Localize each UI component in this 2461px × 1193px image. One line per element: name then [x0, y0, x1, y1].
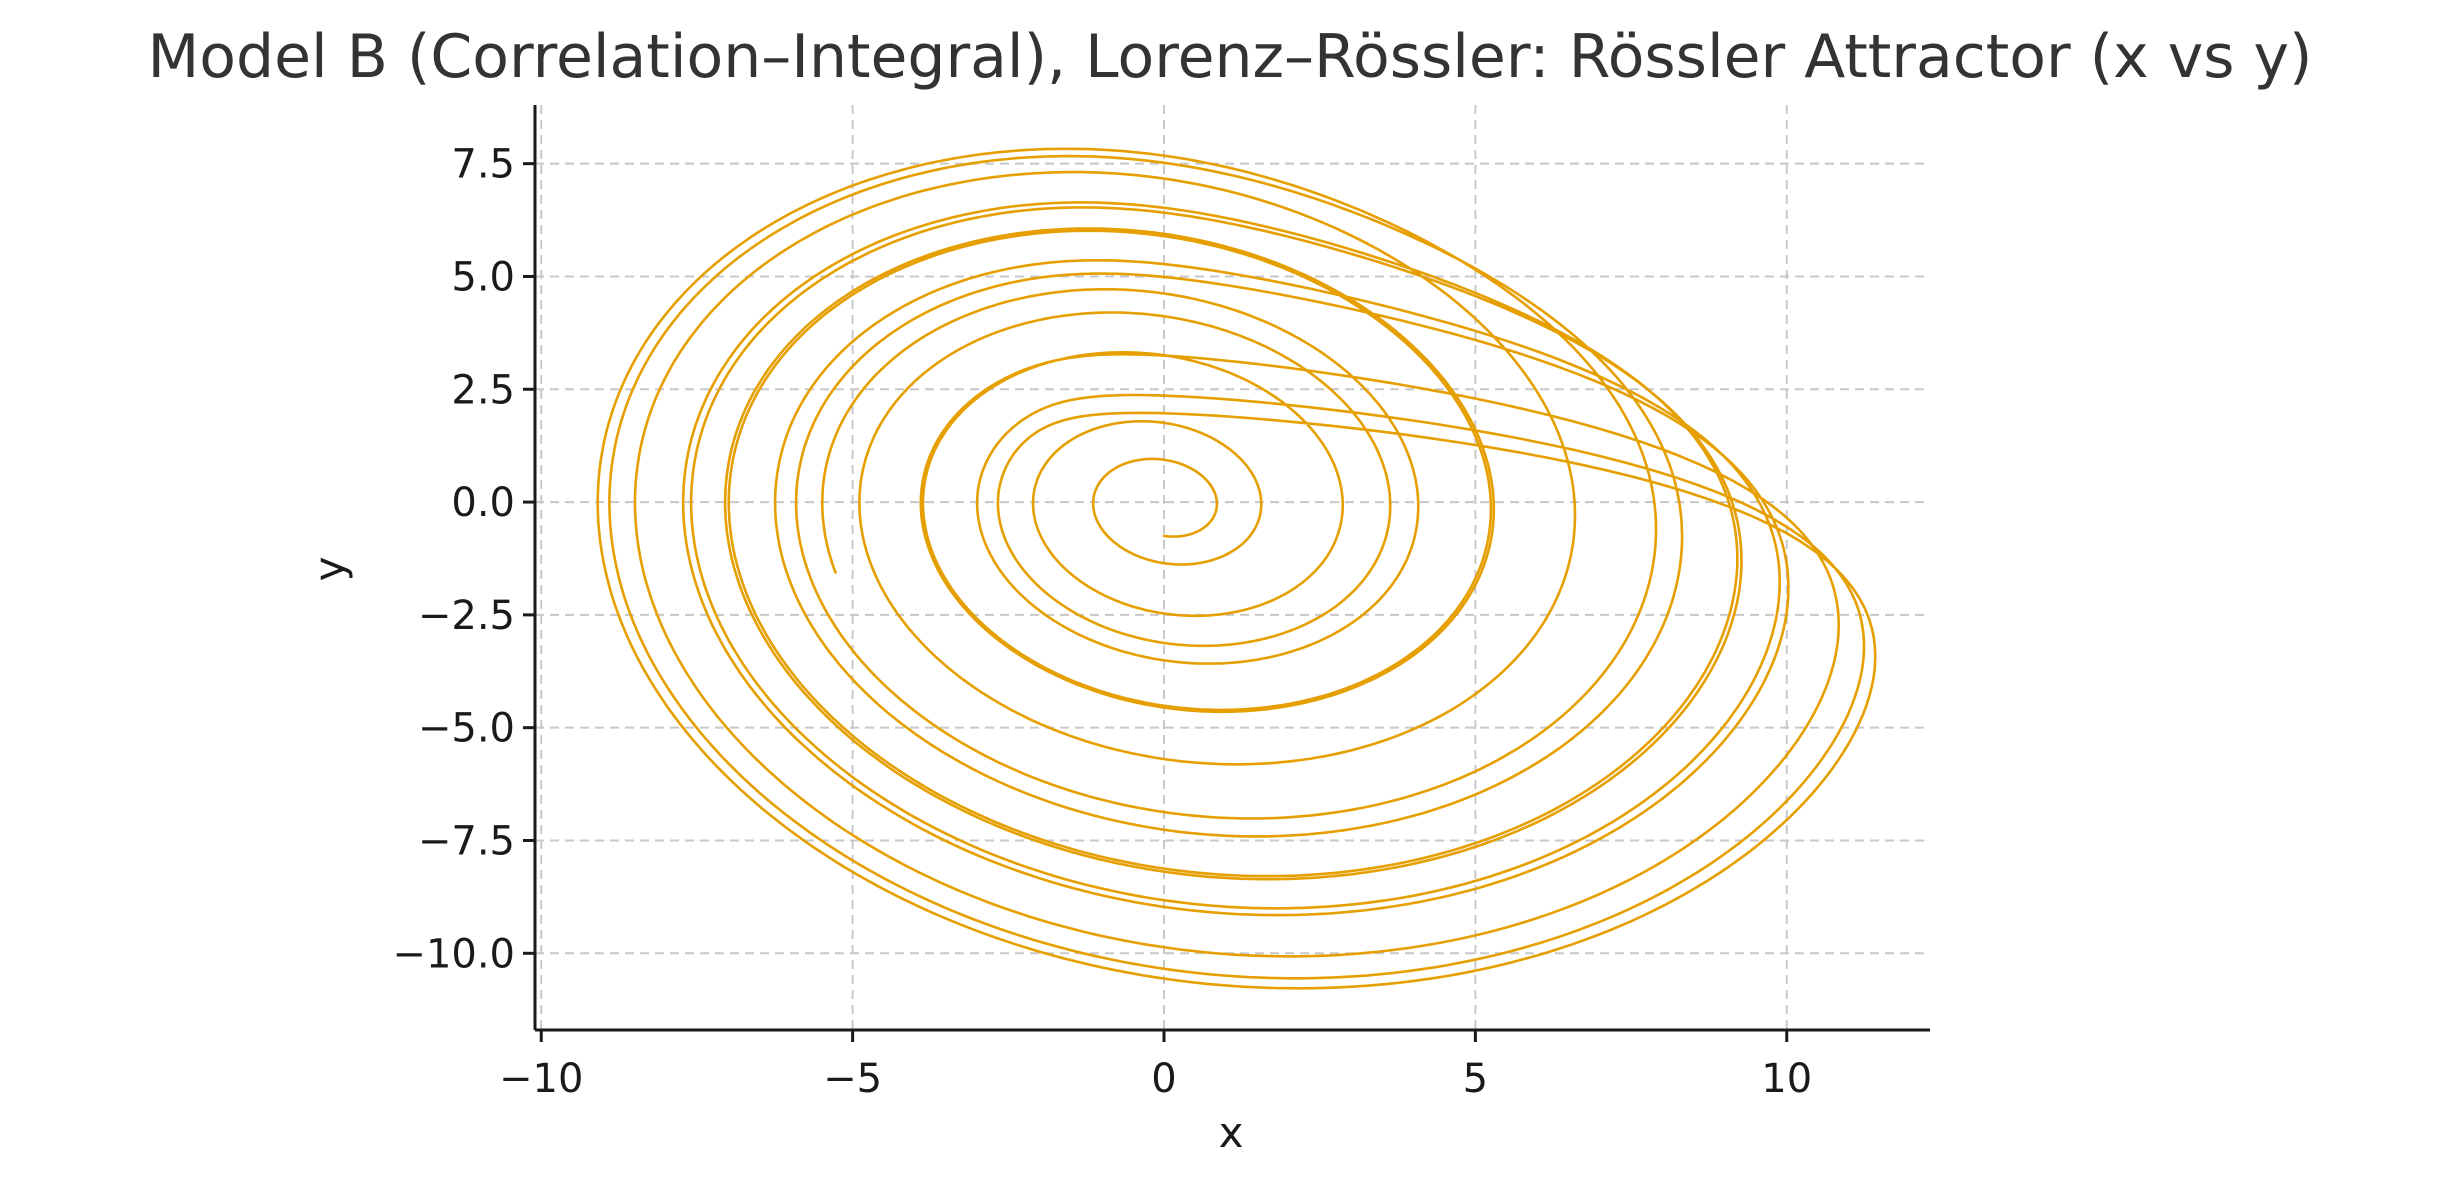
y-tick-label: 5.0 — [451, 254, 515, 300]
y-tick-label: −7.5 — [418, 818, 515, 864]
x-tick-label: 5 — [1463, 1056, 1488, 1102]
tick-labels: −10 −5 0 5 10 7.5 5.0 2.5 0.0 −2.5 −5.0 −7.5 −10.0 — [392, 142, 1812, 1102]
y-tick-label: 2.5 — [451, 367, 515, 413]
x-tick-label: −10 — [499, 1056, 583, 1102]
series-layer — [596, 147, 1877, 990]
x-tick-label: 0 — [1151, 1056, 1176, 1102]
y-tick-label: 0.0 — [451, 480, 515, 526]
rossler-trajectory-line — [596, 147, 1877, 990]
y-tick-label: −5.0 — [418, 706, 515, 752]
grid-lines — [535, 105, 1930, 1030]
y-axis-label: y — [305, 557, 354, 582]
x-axis-label: x — [1219, 1108, 1244, 1157]
axes — [523, 105, 1930, 1042]
y-tick-label: 7.5 — [451, 142, 515, 188]
y-tick-label: −10.0 — [392, 931, 515, 977]
chart-title: Model B (Correlation–Integral), Lorenz–R… — [148, 22, 2313, 92]
x-tick-label: −5 — [823, 1056, 882, 1102]
y-tick-label: −2.5 — [418, 593, 515, 639]
x-tick-label: 10 — [1761, 1056, 1812, 1102]
